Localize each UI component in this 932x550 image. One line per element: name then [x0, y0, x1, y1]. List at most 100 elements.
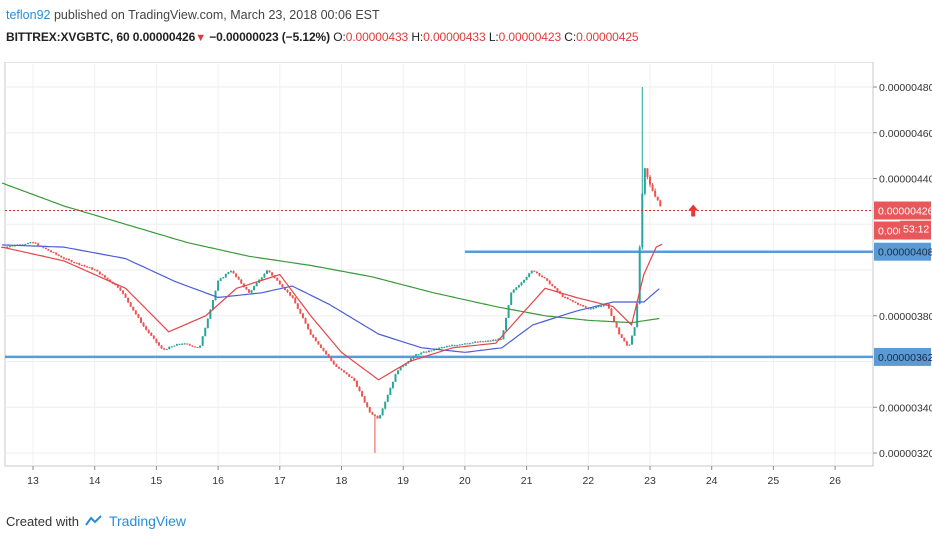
candle-body	[237, 276, 240, 280]
candle-body	[129, 302, 132, 307]
x-tick-label: 16	[212, 475, 224, 487]
candle-body	[247, 289, 250, 293]
candle-body	[451, 345, 454, 347]
current-price-tag-bg	[874, 201, 931, 220]
candle-body	[78, 263, 81, 265]
candle-body	[26, 243, 29, 245]
candle-body	[286, 289, 289, 293]
candle-body	[227, 272, 230, 275]
candle-body	[579, 304, 582, 306]
candle-body	[510, 292, 513, 306]
candle-body	[294, 297, 297, 304]
candle-body	[93, 269, 96, 271]
candle-body	[358, 386, 361, 392]
candle-body	[49, 250, 52, 253]
candle-body	[281, 284, 284, 288]
candle-body	[533, 270, 536, 272]
candle-body	[173, 345, 176, 347]
candle-body	[175, 344, 178, 346]
candle-body	[106, 277, 109, 280]
candle-body	[32, 242, 34, 244]
candle-body	[178, 343, 181, 345]
candle-body	[307, 323, 310, 330]
candle-body	[132, 306, 135, 311]
candle-body	[8, 246, 11, 248]
candle-body	[317, 341, 320, 345]
candle-body	[420, 352, 423, 355]
candle-body	[553, 286, 556, 289]
candle-body	[371, 412, 374, 415]
candle-body	[145, 326, 148, 330]
author-link[interactable]: teflon92	[6, 8, 51, 22]
candle-body	[476, 341, 479, 343]
candle-body	[29, 242, 32, 244]
candles	[1, 87, 662, 453]
published-text: published on TradingView.com, March 23, …	[53, 8, 380, 22]
candle-body	[548, 280, 551, 285]
candle-body	[402, 365, 405, 367]
candle-body	[641, 193, 644, 248]
candle-body	[150, 333, 153, 336]
candle-body	[523, 279, 526, 283]
candle-body	[196, 346, 199, 348]
candle-body	[299, 308, 302, 314]
candle-body	[633, 327, 636, 336]
candle-body	[404, 363, 407, 366]
candle-body	[646, 168, 649, 177]
candle-body	[615, 321, 618, 328]
price-chart[interactable]: 0.00000480 0.00000460 0.00000440 0.00000380…	[0, 62, 932, 498]
candle-body	[412, 355, 415, 359]
open-value: 0.00000433	[345, 30, 409, 44]
candle-body	[463, 343, 466, 345]
overlay	[5, 204, 873, 217]
candle-body	[584, 306, 587, 308]
candle-body	[340, 368, 343, 371]
candle-body	[245, 287, 248, 290]
candle-body	[155, 338, 158, 343]
candle-body	[337, 366, 340, 369]
publish-info: teflon92 published on TradingView.com, M…	[6, 8, 380, 22]
horizontal-lines[interactable]	[5, 250, 873, 359]
candle-body	[75, 262, 78, 264]
candle-body	[636, 303, 639, 328]
candle-body	[314, 337, 317, 342]
candle-body	[569, 299, 572, 301]
candle-body	[211, 300, 214, 310]
candle-body	[291, 295, 294, 298]
candle-body	[373, 414, 376, 416]
x-tick-label: 17	[274, 475, 286, 487]
open-label: O:	[333, 30, 346, 44]
symbol-label[interactable]: BITTREX:XVGBTC, 60	[6, 30, 130, 44]
candle-body	[394, 374, 397, 382]
ma-fast-line	[1, 243, 663, 381]
candle-body	[88, 267, 91, 269]
candle-body	[494, 339, 497, 341]
candle-body	[551, 284, 554, 287]
candle-body	[160, 345, 163, 349]
candle-body	[70, 260, 73, 263]
tradingview-brand[interactable]: TradingView	[108, 513, 187, 529]
y-tick-label: 0.00000320	[879, 448, 932, 460]
last-price: 0.00000426	[132, 30, 196, 44]
candle-body	[255, 282, 258, 287]
candle-body	[556, 288, 559, 292]
candle-body	[301, 313, 304, 319]
time-axis[interactable]: 13 14 15 16 17 18 19 20 21 22 23 24 25 26	[27, 466, 841, 487]
price-axis[interactable]: 0.00000480 0.00000460 0.00000440 0.00000380…	[873, 82, 932, 460]
candle-body	[389, 388, 392, 396]
candle-body	[397, 370, 400, 375]
ma-mid-line	[2, 244, 660, 353]
candle-body	[659, 200, 662, 206]
candle-body	[597, 306, 600, 308]
candle-body	[304, 318, 307, 324]
candle-body	[121, 290, 124, 294]
candle-body	[343, 370, 346, 373]
candle-body	[564, 296, 567, 298]
candle-body	[67, 258, 70, 261]
red-arrow-icon	[688, 204, 699, 217]
candle-body	[283, 287, 286, 290]
candle-body	[654, 190, 657, 197]
current-price-tag: 0.00000426	[878, 206, 932, 218]
candle-body	[139, 317, 142, 323]
candle-body	[535, 271, 538, 274]
